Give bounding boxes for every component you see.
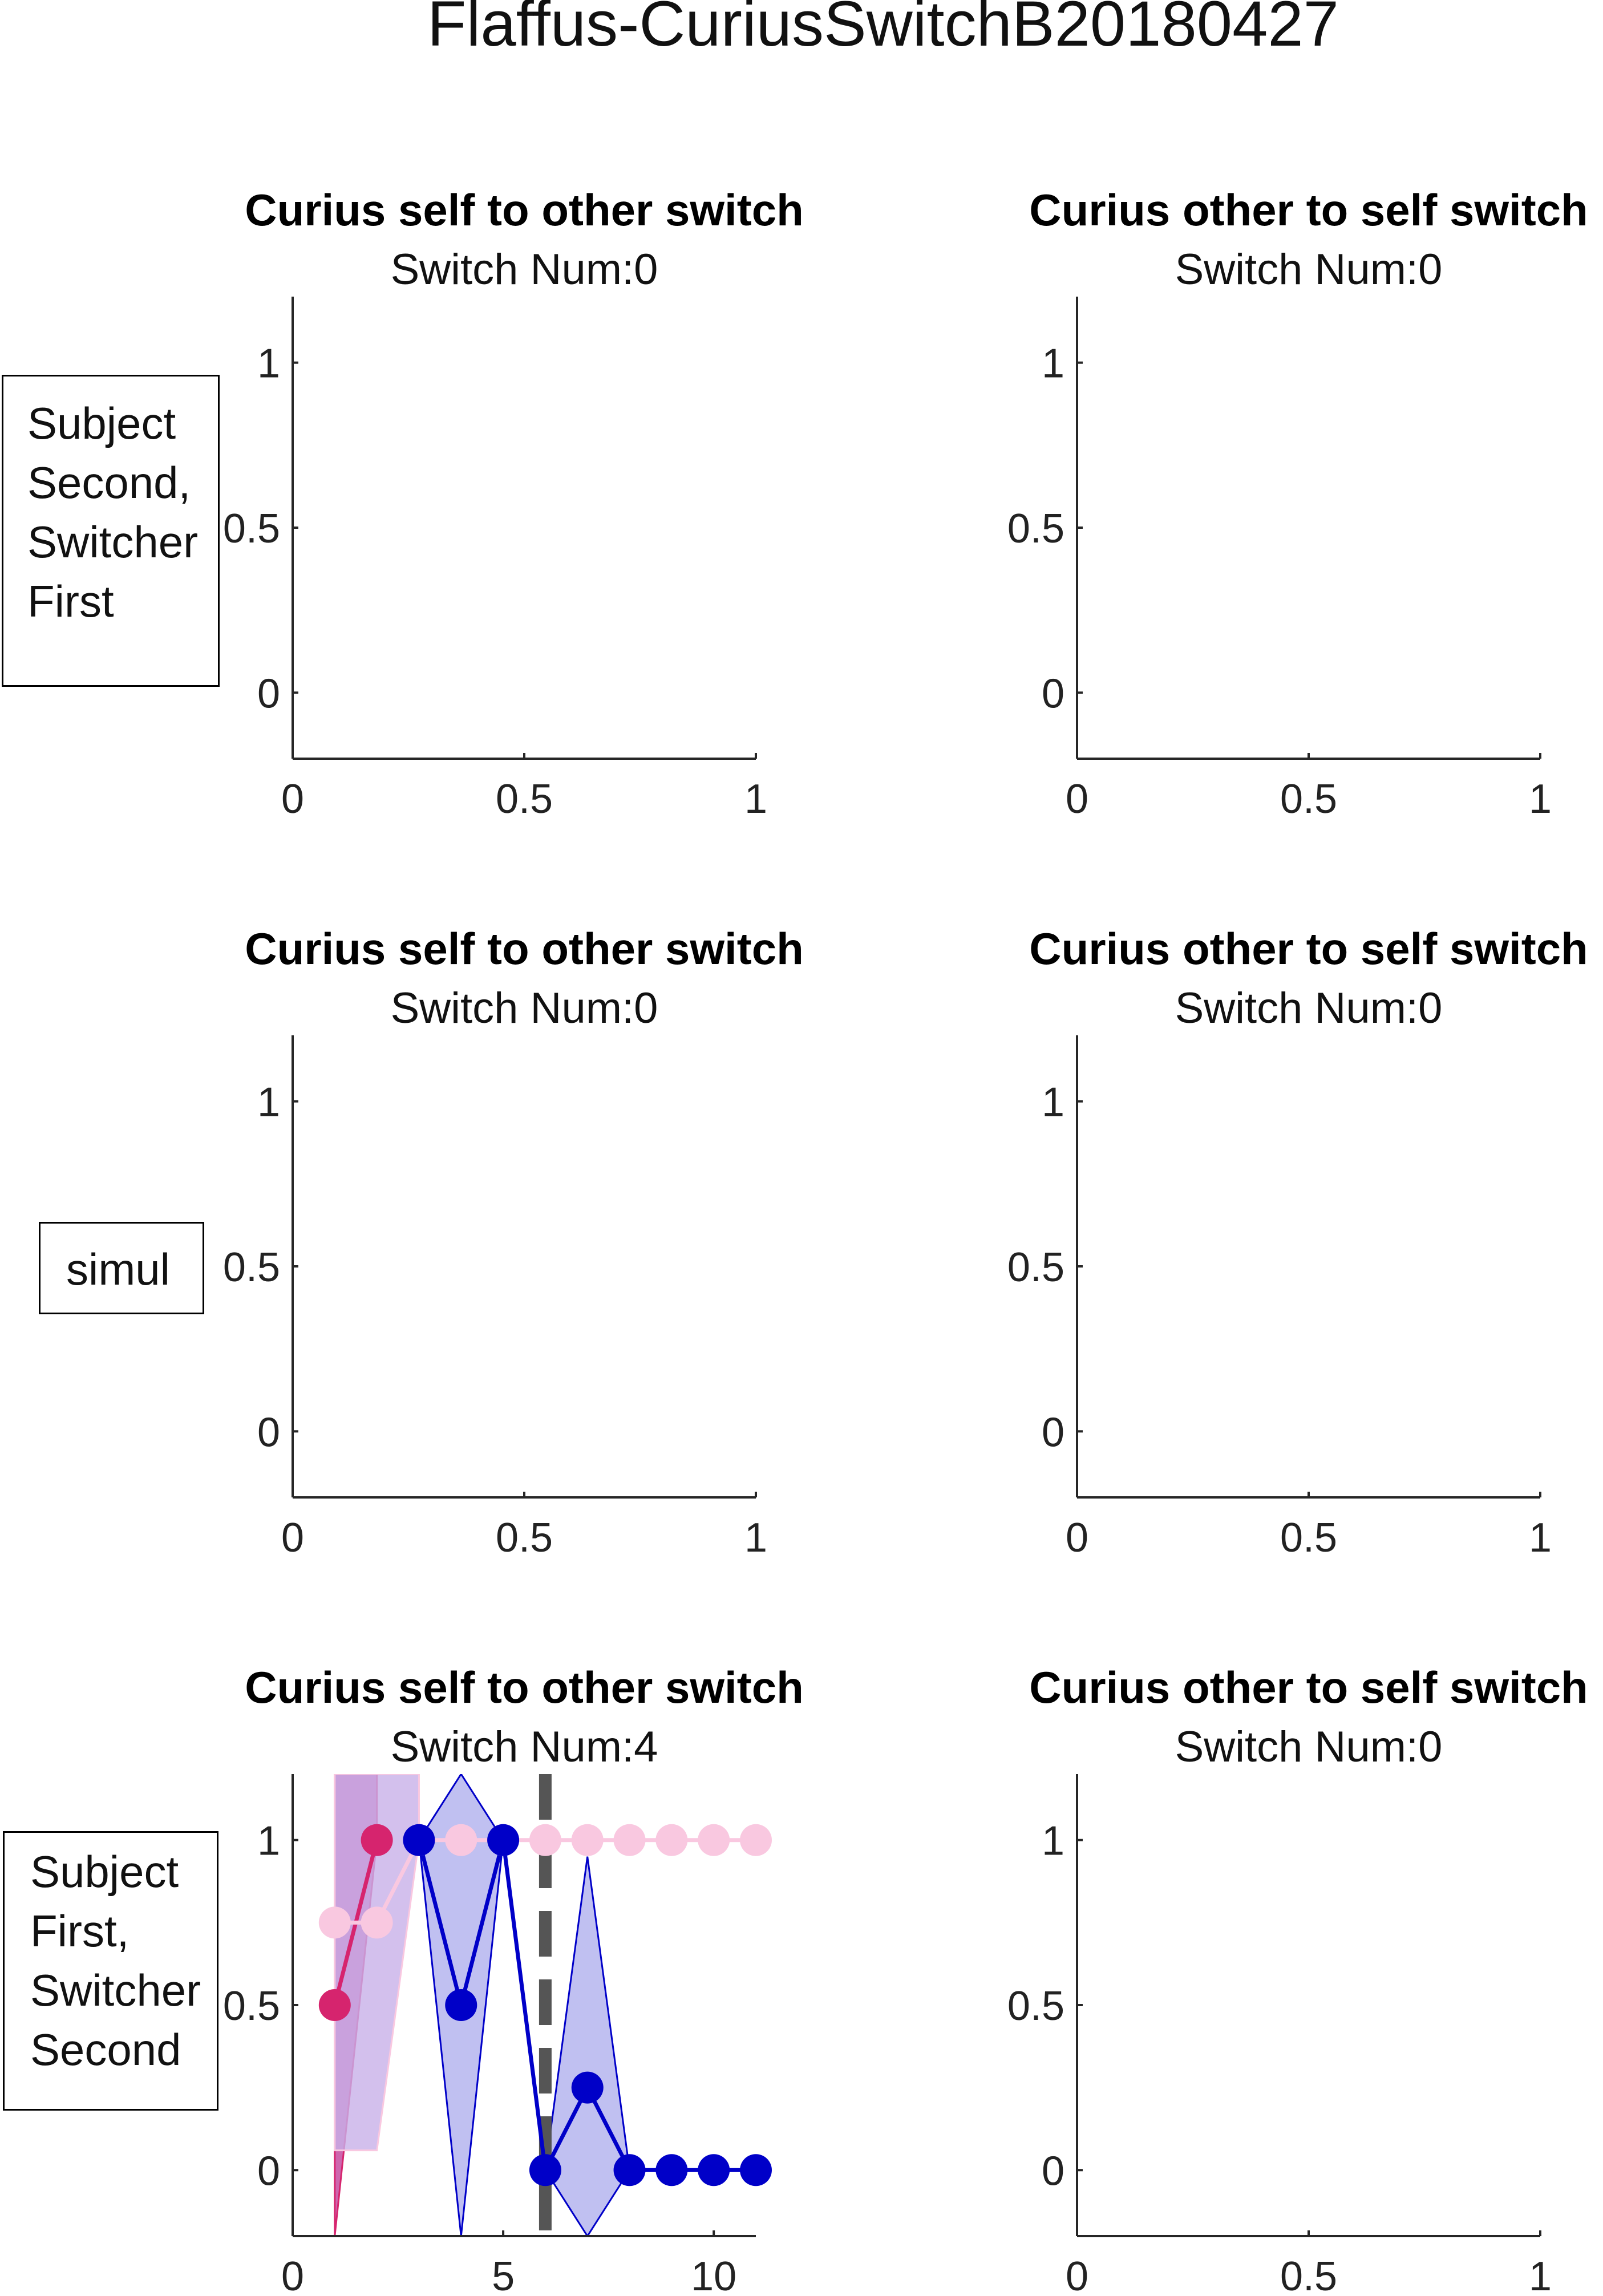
data-point — [445, 1989, 477, 2021]
x-tick-label: 0 — [281, 2254, 304, 2296]
subplot-subtitle: Switch Num:4 — [391, 1723, 658, 1771]
row-label-box: simul — [39, 1222, 204, 1314]
y-tick-label: 1 — [1042, 341, 1064, 387]
y-tick-label: 0 — [257, 1410, 280, 1455]
data-point — [613, 1824, 646, 1856]
x-tick-label: 0.5 — [1280, 1515, 1337, 1561]
subplot-6: Curius other to self switch Switch Num:0 0… — [1007, 1662, 1588, 2296]
y-tick-label: 0 — [1042, 2148, 1064, 2194]
data-point — [655, 1824, 688, 1856]
subplot-subtitle: Switch Num:0 — [391, 984, 658, 1032]
row-label-line: First, — [30, 1906, 129, 1956]
subplot-subtitle: Switch Num:0 — [1175, 984, 1443, 1032]
y-tick-label: 0 — [1042, 1410, 1064, 1455]
data-point — [318, 1989, 351, 2021]
y-tick-label: 1 — [257, 1080, 280, 1125]
data-point — [529, 2154, 561, 2186]
x-tick-label: 0.5 — [496, 776, 553, 822]
data-point — [698, 1824, 730, 1856]
row-label-line: Second, — [27, 457, 191, 508]
x-tick-label: 1 — [1529, 776, 1552, 822]
subplot-title: Curius other to self switch — [1029, 1662, 1588, 1712]
data-point — [571, 1824, 604, 1856]
subplot-subtitle: Switch Num:0 — [1175, 1723, 1443, 1771]
y-tick-label: 0.5 — [223, 1983, 280, 2029]
y-tick-label: 1 — [257, 341, 280, 387]
row-label-line: Switcher — [30, 1965, 201, 2015]
y-tick-label: 0 — [1042, 671, 1064, 716]
x-tick-label: 0 — [1066, 2254, 1088, 2296]
x-tick-label: 0 — [1066, 776, 1088, 822]
data-point — [655, 2154, 688, 2186]
row-label-line: First — [27, 576, 114, 626]
row-label-line: simul — [66, 1244, 171, 1294]
x-tick-label: 1 — [744, 776, 767, 822]
data-point — [698, 2154, 730, 2186]
x-tick-label: 0.5 — [1280, 2254, 1337, 2296]
row-label-box: Subject First, Switcher Second — [3, 1831, 218, 2111]
subplot-title: Curius self to other switch — [245, 1662, 803, 1712]
y-tick-label: 0.5 — [1007, 506, 1064, 552]
x-tick-label: 0 — [1066, 1515, 1088, 1561]
x-tick-label: 0 — [281, 1515, 304, 1561]
y-tick-label: 1 — [1042, 1819, 1064, 1864]
data-point — [740, 1824, 772, 1856]
x-tick-label: 0 — [281, 776, 304, 822]
y-tick-label: 1 — [257, 1819, 280, 1864]
data-point — [403, 1824, 435, 1856]
data-point — [740, 2154, 772, 2186]
y-tick-label: 0.5 — [1007, 1245, 1064, 1290]
x-tick-label: 1 — [1529, 1515, 1552, 1561]
x-tick-label: 1 — [1529, 2254, 1552, 2296]
x-tick-label: 5 — [492, 2254, 515, 2296]
subplot-3: Curius self to other switch Switch Num:0 0… — [223, 924, 804, 1561]
y-tick-label: 0 — [257, 2148, 280, 2194]
y-tick-label: 0.5 — [223, 1245, 280, 1290]
subplot-subtitle: Switch Num:0 — [1175, 245, 1443, 294]
subplot-title: Curius other to self switch — [1029, 924, 1588, 974]
x-tick-label: 0.5 — [496, 1515, 553, 1561]
subplot-1: Curius self to other switch Switch Num:0 0… — [223, 185, 804, 822]
data-point — [571, 2071, 604, 2104]
y-tick-label: 0.5 — [1007, 1983, 1064, 2029]
data-point — [487, 1824, 520, 1856]
x-tick-label: 10 — [691, 2254, 736, 2296]
subplot-4: Curius other to self switch Switch Num:0 0… — [1007, 924, 1588, 1561]
subplot-title: Curius self to other switch — [245, 924, 803, 974]
y-tick-label: 0.5 — [223, 506, 280, 552]
subplot-subtitle: Switch Num:0 — [391, 245, 658, 294]
subplot-5: Curius self to other switch Switch Num:4 0… — [223, 1662, 804, 2296]
row-label-line: Subject — [27, 398, 176, 448]
row-label-box: Subject Second, Switcher First — [2, 375, 220, 687]
x-tick-label: 1 — [744, 1515, 767, 1561]
data-point — [361, 1906, 393, 1939]
y-tick-label: 1 — [1042, 1080, 1064, 1125]
row-label-line: Subject — [30, 1846, 179, 1897]
subplot-title: Curius other to self switch — [1029, 185, 1588, 235]
data-point — [529, 1824, 561, 1856]
x-tick-label: 0.5 — [1280, 776, 1337, 822]
data-point — [361, 1824, 393, 1856]
row-label-line: Switcher — [27, 517, 199, 567]
row-label-line: Second — [30, 2024, 181, 2075]
y-tick-label: 0 — [257, 671, 280, 716]
data-point — [318, 1906, 351, 1939]
data-point — [445, 1824, 477, 1856]
subplot-2: Curius other to self switch Switch Num:0 0… — [1007, 185, 1588, 822]
data-point — [613, 2154, 646, 2186]
subplot-title: Curius self to other switch — [245, 185, 803, 235]
figure-title: Flaffus-CuriusSwitchB20180427 — [427, 0, 1339, 59]
